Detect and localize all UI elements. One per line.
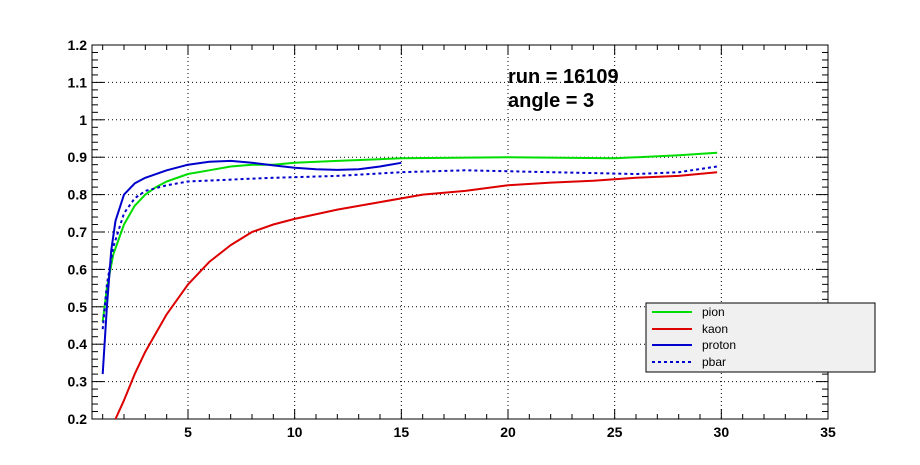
- x-tick-label: 25: [607, 424, 623, 440]
- y-tick-label: 0.2: [68, 411, 88, 427]
- run-annotation: run = 16109: [508, 66, 619, 88]
- y-tick-label: 0.5: [68, 299, 88, 315]
- x-tick-label: 5: [184, 424, 192, 440]
- y-tick-label: 0.4: [68, 336, 88, 352]
- series-line-proton: [101, 159, 402, 375]
- x-tick-label: 35: [820, 424, 836, 440]
- legend-label-pion: pion: [702, 305, 725, 319]
- y-tick-label: 1.2: [68, 37, 88, 53]
- legend: pion kaon proton pbar: [645, 302, 876, 373]
- series-line-pion: [101, 151, 718, 322]
- y-tick-label: 0.6: [68, 261, 88, 277]
- legend-label-kaon: kaon: [702, 322, 728, 336]
- angle-annotation: angle = 3: [508, 90, 594, 112]
- x-tick-label: 10: [287, 424, 303, 440]
- axis-ticks: 5 10 15 20 25 30 35 0.2 0.3 0.4 0.5 0.6 0.7 0.8 0.9 1 1.…: [68, 37, 836, 440]
- y-tick-label: 1.1: [68, 74, 88, 90]
- y-tick-label: 0.8: [68, 187, 88, 203]
- legend-box: [645, 302, 876, 373]
- y-tick-label: 0.3: [68, 374, 88, 390]
- series-lines: [101, 151, 718, 420]
- legend-label-proton: proton: [702, 338, 736, 352]
- x-tick-label: 30: [714, 424, 730, 440]
- series-line-kaon: [114, 171, 718, 420]
- series-line-pbar: [101, 165, 718, 330]
- y-tick-label: 1: [79, 112, 87, 128]
- y-tick-label: 0.9: [68, 149, 88, 165]
- x-tick-label: 20: [500, 424, 516, 440]
- legend-label-pbar: pbar: [702, 355, 726, 369]
- x-tick-label: 15: [394, 424, 410, 440]
- y-tick-label: 0.7: [68, 224, 88, 240]
